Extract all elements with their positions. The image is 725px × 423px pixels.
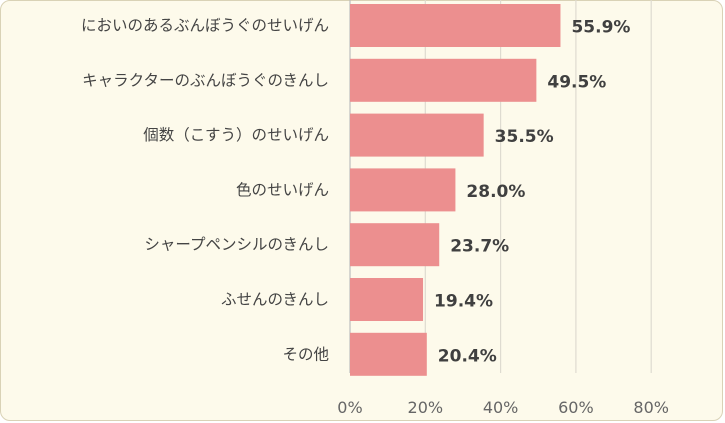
data-label: 20.4% [438,346,497,366]
x-tick-label: 20% [408,398,444,417]
category-label: 色のせいげん [236,181,329,199]
bars [350,4,561,376]
data-label: 35.5% [495,127,554,147]
category-label: においのあるぶんぼうぐのせいげん [81,17,329,35]
data-label: 55.9% [571,18,630,38]
bar [350,113,484,157]
bar [350,58,537,102]
x-tick-label: 0% [337,398,362,417]
bar [350,223,440,267]
bar [350,168,456,212]
x-tick-label: 40% [483,398,519,417]
bar [350,4,561,47]
x-axis-tick-labels: 0% 20% 40% 60% 80% [337,398,669,417]
category-label: シャープペンシルのきんし [144,236,329,254]
data-label: 28.0% [466,182,525,202]
category-labels: においのあるぶんぼうぐのせいげんキャラクターのぶんぼうぐのきんし個数（こすう）の… [81,17,329,364]
bar [350,278,424,321]
data-label: 19.4% [434,292,493,312]
category-label: その他 [282,345,329,363]
category-label: ふせんのきんし [221,291,329,309]
data-label: 23.7% [450,237,509,257]
category-label: キャラクターのぶんぼうぐのきんし [82,71,329,89]
value-labels: 55.9% 49.5% 35.5% 28.0% 23.7% 19.4% 20.4% [434,18,630,367]
data-label: 49.5% [547,72,606,92]
x-tick-label: 60% [558,398,594,417]
x-tick-label: 80% [633,398,669,417]
bar [350,332,427,376]
category-label: 個数（こすう）のせいげん [143,126,329,144]
